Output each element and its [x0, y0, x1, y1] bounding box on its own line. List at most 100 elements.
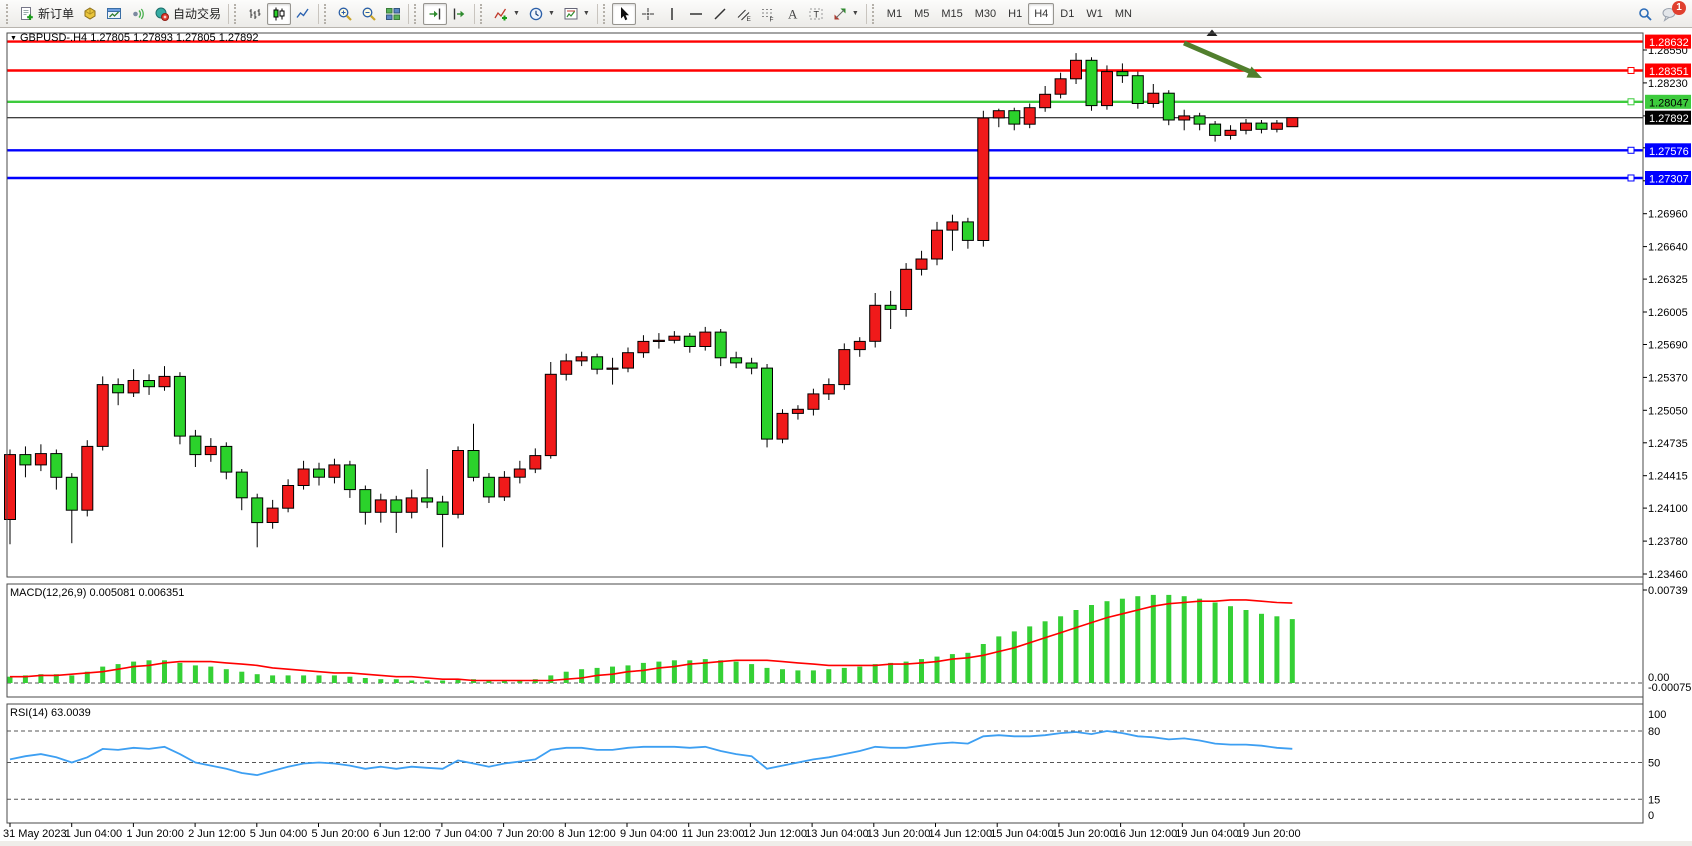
- cursor-tool-button[interactable]: [611, 2, 636, 25]
- candle: [884, 304, 897, 310]
- candle: [498, 476, 511, 498]
- price-tick-label: 1.25690: [1648, 340, 1688, 352]
- timeframe-tf-m30[interactable]: M30: [969, 3, 1002, 25]
- textA-icon: A: [788, 6, 798, 21]
- timeframe-tf-h4[interactable]: H4: [1028, 2, 1055, 25]
- dropdown-caret-icon[interactable]: ▼: [851, 10, 859, 17]
- line-chart-mode-button[interactable]: [291, 3, 315, 25]
- time-axis-label: 1 Jun 20:00: [126, 828, 183, 840]
- tile-windows-button[interactable]: [381, 3, 405, 25]
- candle: [328, 464, 341, 478]
- macd-histogram-bar: [640, 662, 646, 683]
- label-tool-button[interactable]: T: [804, 3, 828, 25]
- timeframe-tf-mn[interactable]: MN: [1109, 3, 1138, 25]
- macd-histogram-bar: [625, 665, 631, 683]
- macd-histogram-bar: [1197, 598, 1203, 683]
- candle: [297, 468, 310, 486]
- notifications-button[interactable]: 1: [1657, 0, 1686, 25]
- macd-histogram-bar: [486, 680, 492, 683]
- ohlc-readout: 1.27805 1.27893 1.27805 1.27892: [90, 32, 259, 44]
- candle: [467, 450, 480, 478]
- candle: [204, 445, 217, 456]
- price-tick-label: 1.24100: [1648, 503, 1688, 515]
- candle: [513, 468, 526, 478]
- arrows-tool-button[interactable]: ▼: [828, 3, 863, 25]
- timeframe-tf-m15[interactable]: M15: [935, 3, 968, 25]
- line-handle[interactable]: [1627, 98, 1635, 106]
- candle: [19, 454, 32, 466]
- auto-scroll-button[interactable]: [423, 2, 448, 25]
- candle: [915, 258, 928, 270]
- new-order-button[interactable]: 新订单: [15, 3, 78, 25]
- crosshair-tool-button[interactable]: [636, 3, 660, 25]
- channel-tool-button[interactable]: E: [732, 3, 756, 25]
- timeframe-tf-m5[interactable]: M5: [908, 3, 935, 25]
- bars-icon: [249, 8, 261, 19]
- market-watch-button[interactable]: [78, 3, 102, 25]
- trendline-tool-button[interactable]: [708, 3, 732, 25]
- time-axis-label: 2 Jun 12:00: [188, 828, 246, 840]
- indicators-button[interactable]: ▼: [489, 3, 524, 25]
- candle: [1131, 75, 1144, 104]
- macd-histogram-bar: [1181, 596, 1187, 683]
- dropdown-caret-icon[interactable]: ▼: [513, 10, 520, 17]
- chart-shift-button[interactable]: [447, 3, 471, 25]
- zoom-in-button[interactable]: [333, 3, 357, 25]
- arrow-annotation[interactable]: [1183, 40, 1251, 74]
- line-handle[interactable]: [1627, 66, 1635, 74]
- toolbar-separator: [474, 3, 476, 24]
- tf-w1-label: W1: [1086, 7, 1103, 20]
- price-badge-label: 1.27892: [1649, 113, 1689, 125]
- macd-histogram-bar: [177, 662, 183, 683]
- timeframe-tf-m1[interactable]: M1: [881, 3, 908, 25]
- bar-chart-mode-button[interactable]: [243, 3, 267, 25]
- macd-histogram-bar: [393, 679, 399, 683]
- candle: [81, 445, 94, 511]
- auto-trading-button[interactable]: 自动交易: [150, 3, 225, 25]
- price-tick-label: 1.26640: [1648, 242, 1688, 254]
- time-axis-label: 13 Jun 04:00: [805, 828, 869, 840]
- macd-histogram-bar: [965, 652, 971, 683]
- macd-histogram-bar: [115, 664, 121, 683]
- macd-histogram-bar: [316, 675, 322, 683]
- macd-histogram-bar: [949, 654, 955, 683]
- search-button[interactable]: [1633, 3, 1657, 25]
- price-badge: [1645, 143, 1691, 158]
- symbol-dropdown-arrow[interactable]: ▼: [10, 35, 17, 42]
- indicator-icon: [494, 8, 508, 20]
- data-window-button[interactable]: [102, 3, 126, 25]
- rsi-current-value: 63.0039: [50, 707, 91, 719]
- line-handle[interactable]: [1627, 174, 1635, 182]
- hline-icon: [689, 12, 702, 15]
- macd-histogram-bar: [1104, 601, 1110, 683]
- vertical-line-tool-button[interactable]: [660, 3, 684, 25]
- time-axis-label: 31 May 2023: [3, 828, 67, 840]
- macd-histogram-bar: [22, 675, 28, 683]
- chart-title: ▼ GBPUSD-.H4 1.27805 1.27893 1.27805 1.27…: [10, 32, 258, 44]
- dropdown-caret-icon[interactable]: ▼: [547, 10, 555, 17]
- candle: [112, 384, 125, 394]
- price-badge: [1645, 110, 1691, 125]
- time-axis-label: 19 Jun 20:00: [1237, 828, 1301, 840]
- dropdown-caret-icon[interactable]: ▼: [582, 10, 590, 17]
- timeframe-tf-w1[interactable]: W1: [1080, 3, 1109, 25]
- timeframe-tf-h1[interactable]: H1: [1002, 3, 1028, 25]
- macd-axis-label: 0.00: [1648, 672, 1669, 684]
- zoom-out-button[interactable]: [357, 3, 381, 25]
- timeframe-tf-d1[interactable]: D1: [1054, 3, 1080, 25]
- macd-histogram-bar: [810, 670, 816, 683]
- templates-button[interactable]: ▼: [559, 3, 594, 25]
- horizontal-line-tool-button[interactable]: [684, 3, 708, 25]
- candle: [1270, 122, 1283, 130]
- text-tool-button[interactable]: A: [780, 3, 804, 25]
- candle: [96, 384, 109, 447]
- arrow-annotation-head[interactable]: [1246, 66, 1263, 79]
- sound-alerts-button[interactable]: [126, 3, 150, 25]
- candlestick-mode-button[interactable]: [267, 2, 292, 25]
- periods-button[interactable]: ▼: [524, 3, 559, 25]
- price-badge: [1645, 94, 1691, 109]
- fibonacci-tool-button[interactable]: F: [756, 3, 780, 25]
- line-handle[interactable]: [1627, 146, 1635, 154]
